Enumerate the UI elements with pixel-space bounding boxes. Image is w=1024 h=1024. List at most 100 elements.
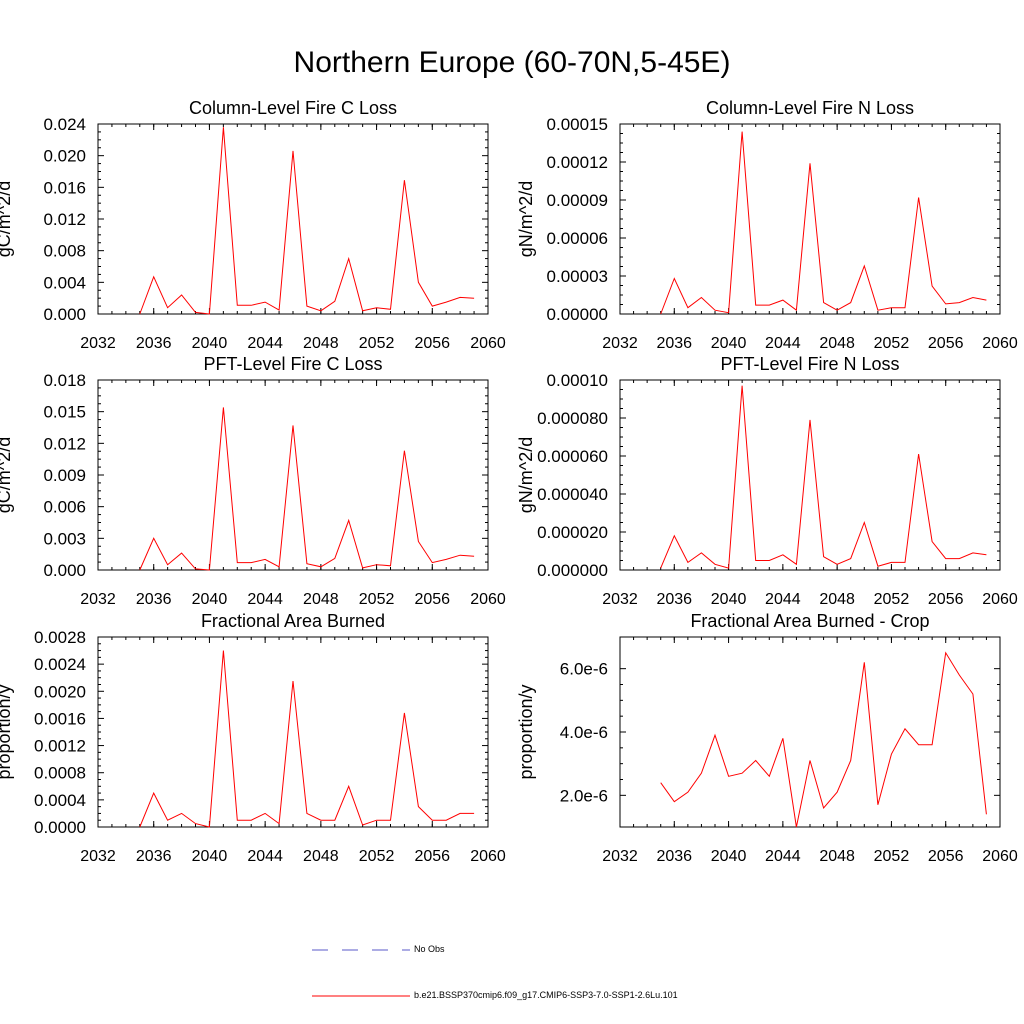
- panel-3-xtick-label: 2052: [359, 591, 395, 608]
- panel-6-xtick-label: 2044: [765, 848, 801, 865]
- panel-1-ytick-label: 0.004: [43, 273, 86, 292]
- panel-5-xtick-label: 2032: [80, 848, 116, 865]
- panel-5-ytick-label: 0.0012: [34, 737, 86, 756]
- panel-3-series-line: [139, 407, 475, 571]
- panel-1-xtick-label: 2036: [136, 335, 172, 352]
- panel-2-xtick-label: 2060: [982, 335, 1018, 352]
- panel-1-ytick-label: 0.008: [43, 242, 86, 261]
- panel-4-xtick-label: 2052: [874, 591, 910, 608]
- panel-3-xtick-label: 2060: [470, 591, 506, 608]
- panel-4-ytick-label: 0.000000: [537, 561, 608, 580]
- panel-4-xtick-label: 2036: [656, 591, 692, 608]
- panel-3-ytick-label: 0.000: [43, 561, 86, 580]
- panel-1-title: Column-Level Fire C Loss: [189, 98, 397, 118]
- panel-1-series-line: [139, 127, 475, 315]
- panel-6-xtick-label: 2036: [656, 848, 692, 865]
- panel-5-ylabel: proportion/y: [0, 684, 14, 779]
- panel-1-ytick-label: 0.000: [43, 305, 86, 324]
- panel-2-xtick-label: 2052: [874, 335, 910, 352]
- legend-label-run: b.e21.BSSP370cmip6.f09_g17.CMIP6-SSP3-7.…: [414, 990, 678, 1000]
- panel-3-ylabel: gC/m^2/d: [0, 437, 14, 513]
- panel-4-xtick-label: 2044: [765, 591, 801, 608]
- panel-4-title: PFT-Level Fire N Loss: [720, 354, 899, 374]
- panel-3-xtick-label: 2048: [303, 591, 339, 608]
- panel-1-ytick-label: 0.012: [43, 210, 86, 229]
- panel-5-ytick-label: 0.0024: [34, 655, 86, 674]
- panel-3-title: PFT-Level Fire C Loss: [203, 354, 382, 374]
- panel-3-ytick-label: 0.015: [43, 403, 86, 422]
- panel-6-xtick-label: 2048: [819, 848, 855, 865]
- panel-4-ytick-label: 0.000060: [537, 447, 608, 466]
- panel-1-ytick-label: 0.024: [43, 115, 86, 134]
- panel-4-xtick-label: 2056: [928, 591, 964, 608]
- panel-1-ytick-label: 0.020: [43, 147, 86, 166]
- panel-6-ytick-label: 6.0e-6: [560, 660, 608, 679]
- panel-2-ytick-label: 0.00006: [547, 229, 608, 248]
- panel-3-xtick-label: 2032: [80, 591, 116, 608]
- panel-2-xtick-label: 2048: [819, 335, 855, 352]
- panel-2-ylabel: gN/m^2/d: [516, 181, 536, 257]
- panel-1-xtick-label: 2044: [247, 335, 283, 352]
- panel-6-xtick-label: 2052: [874, 848, 910, 865]
- panel-5-xtick-label: 2056: [414, 848, 450, 865]
- panel-4-ylabel: gN/m^2/d: [516, 437, 536, 513]
- panel-6-xtick-label: 2032: [602, 848, 638, 865]
- panel-3-ytick-label: 0.003: [43, 529, 86, 548]
- panel-5-series-line: [139, 650, 475, 828]
- panel-5-xtick-label: 2044: [247, 848, 283, 865]
- panel-3-frame: [97, 379, 489, 571]
- panel-5-title: Fractional Area Burned: [201, 611, 385, 631]
- panel-5-ytick-label: 0.0008: [34, 764, 86, 783]
- panel-4-ytick-label: 0.000040: [537, 485, 608, 504]
- panel-2-xtick-label: 2056: [928, 335, 964, 352]
- panel-1-xtick-label: 2032: [80, 335, 116, 352]
- panel-2-ytick-label: 0.00000: [547, 305, 608, 324]
- panel-3-xtick-label: 2036: [136, 591, 172, 608]
- panel-2-xtick-label: 2036: [656, 335, 692, 352]
- panel-5-ytick-label: 0.0028: [34, 628, 86, 647]
- panel-3-xtick-label: 2056: [414, 591, 450, 608]
- panel-6-xtick-label: 2040: [711, 848, 747, 865]
- panel-4-xtick-label: 2048: [819, 591, 855, 608]
- panel-2-xtick-label: 2040: [711, 335, 747, 352]
- panel-6-xtick-label: 2060: [982, 848, 1018, 865]
- panel-2-series-line: [660, 131, 987, 315]
- panel-5-xtick-label: 2048: [303, 848, 339, 865]
- panel-2-ytick-label: 0.00003: [547, 267, 608, 286]
- panel-1-xtick-label: 2052: [359, 335, 395, 352]
- panel-5-ytick-label: 0.0000: [34, 818, 86, 837]
- panel-3-ytick-label: 0.006: [43, 498, 86, 517]
- panel-4-xtick-label: 2060: [982, 591, 1018, 608]
- panel-1-ytick-label: 0.016: [43, 178, 86, 197]
- panel-5-xtick-label: 2052: [359, 848, 395, 865]
- panel-1-xtick-label: 2048: [303, 335, 339, 352]
- panel-5-xtick-label: 2036: [136, 848, 172, 865]
- panel-4-ytick-label: 0.00010: [547, 371, 608, 390]
- panel-2-xtick-label: 2044: [765, 335, 801, 352]
- panel-1-xtick-label: 2040: [192, 335, 228, 352]
- panel-6-title: Fractional Area Burned - Crop: [690, 611, 929, 631]
- panel-2-xtick-label: 2032: [602, 335, 638, 352]
- panel-3-xtick-label: 2040: [192, 591, 228, 608]
- panel-2-frame: [619, 123, 1001, 315]
- panel-2-ytick-label: 0.00012: [547, 153, 608, 172]
- panel-2-ytick-label: 0.00015: [547, 115, 608, 134]
- panel-5-ytick-label: 0.0004: [34, 791, 86, 810]
- panel-2-title: Column-Level Fire N Loss: [706, 98, 914, 118]
- legend-label-no-obs: No Obs: [414, 944, 445, 954]
- panel-1-ylabel: gC/m^2/d: [0, 181, 14, 257]
- panel-5-xtick-label: 2040: [192, 848, 228, 865]
- panel-4-ytick-label: 0.000080: [537, 409, 608, 428]
- panel-6-ytick-label: 4.0e-6: [560, 723, 608, 742]
- panel-4-series-line: [660, 385, 987, 569]
- panel-3-ytick-label: 0.012: [43, 434, 86, 453]
- panel-5-xtick-label: 2060: [470, 848, 506, 865]
- panel-3-xtick-label: 2044: [247, 591, 283, 608]
- panel-6-ytick-label: 2.0e-6: [560, 786, 608, 805]
- panel-5-ytick-label: 0.0016: [34, 709, 86, 728]
- panel-6-ylabel: proportion/y: [516, 684, 536, 779]
- panel-1-xtick-label: 2060: [470, 335, 506, 352]
- panel-1-xtick-label: 2056: [414, 335, 450, 352]
- panel-6-xtick-label: 2056: [928, 848, 964, 865]
